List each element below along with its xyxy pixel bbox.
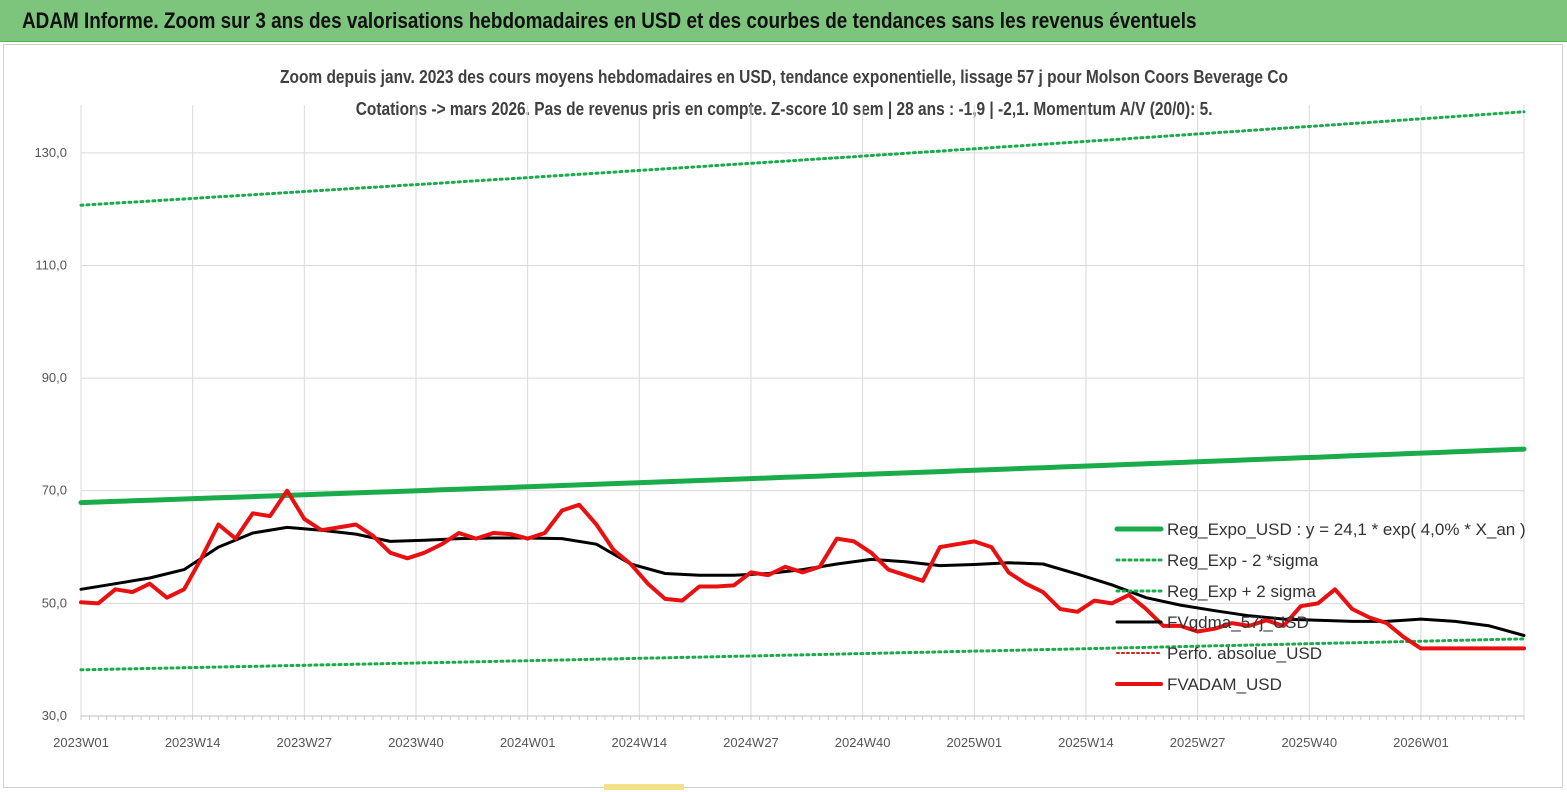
legend-entry-label: FVgdma_57j_USD: [1167, 613, 1309, 632]
chart-frame: Zoom depuis janv. 2023 des cours moyens …: [3, 44, 1563, 788]
y-tick-label: 30,0: [42, 708, 67, 723]
legend-entry-label: Reg_Expo_USD : y = 24,1 * exp( 4,0% * X_…: [1167, 520, 1526, 539]
x-tick-label: 2025W27: [1170, 735, 1226, 750]
x-tick-label: 2025W01: [946, 735, 1002, 750]
y-tick-label: 70,0: [42, 483, 67, 498]
sigma-upper-line: [79, 110, 1526, 207]
legend-entry-label: Reg_Exp + 2 sigma: [1167, 582, 1316, 601]
y-tick-label: 50,0: [42, 595, 67, 610]
x-tick-label: 2024W01: [500, 735, 556, 750]
legend-entry-label: FVADAM_USD: [1167, 675, 1282, 694]
banner-title: ADAM Informe. Zoom sur 3 ans des valoris…: [22, 8, 1197, 33]
y-tick-label: 110,0: [35, 257, 67, 272]
x-tick-label: 2023W14: [165, 735, 221, 750]
title-banner: ADAM Informe. Zoom sur 3 ans des valoris…: [0, 0, 1567, 42]
x-tick-label: 2026W01: [1393, 735, 1449, 750]
chart-title: Zoom depuis janv. 2023 des cours moyens …: [280, 67, 1288, 87]
chart-subtitle: Cotations -> mars 2026. Pas de revenus p…: [355, 99, 1213, 119]
x-tick-label: 2024W14: [611, 735, 667, 750]
bottom-strip: [604, 784, 684, 790]
reg-expo-line: [78, 446, 1527, 506]
x-tick-label: 2024W27: [723, 735, 779, 750]
y-tick-label: 90,0: [42, 370, 67, 385]
x-tick-label: 2025W40: [1281, 735, 1337, 750]
x-tick-label: 2025W14: [1058, 735, 1114, 750]
y-tick-label: 130,0: [34, 145, 67, 160]
legend-entry-label: Perfo. absolue_USD: [1167, 644, 1322, 663]
x-tick-label: 2024W40: [835, 735, 891, 750]
x-tick-label: 2023W40: [388, 735, 444, 750]
legend-entry-label: Reg_Exp - 2 *sigma: [1167, 551, 1319, 570]
x-tick-label: 2023W27: [276, 735, 332, 750]
fvadam-line: [79, 488, 1526, 651]
x-tick-label: 2023W01: [53, 735, 109, 750]
sigma-lower-line: [79, 637, 1526, 672]
